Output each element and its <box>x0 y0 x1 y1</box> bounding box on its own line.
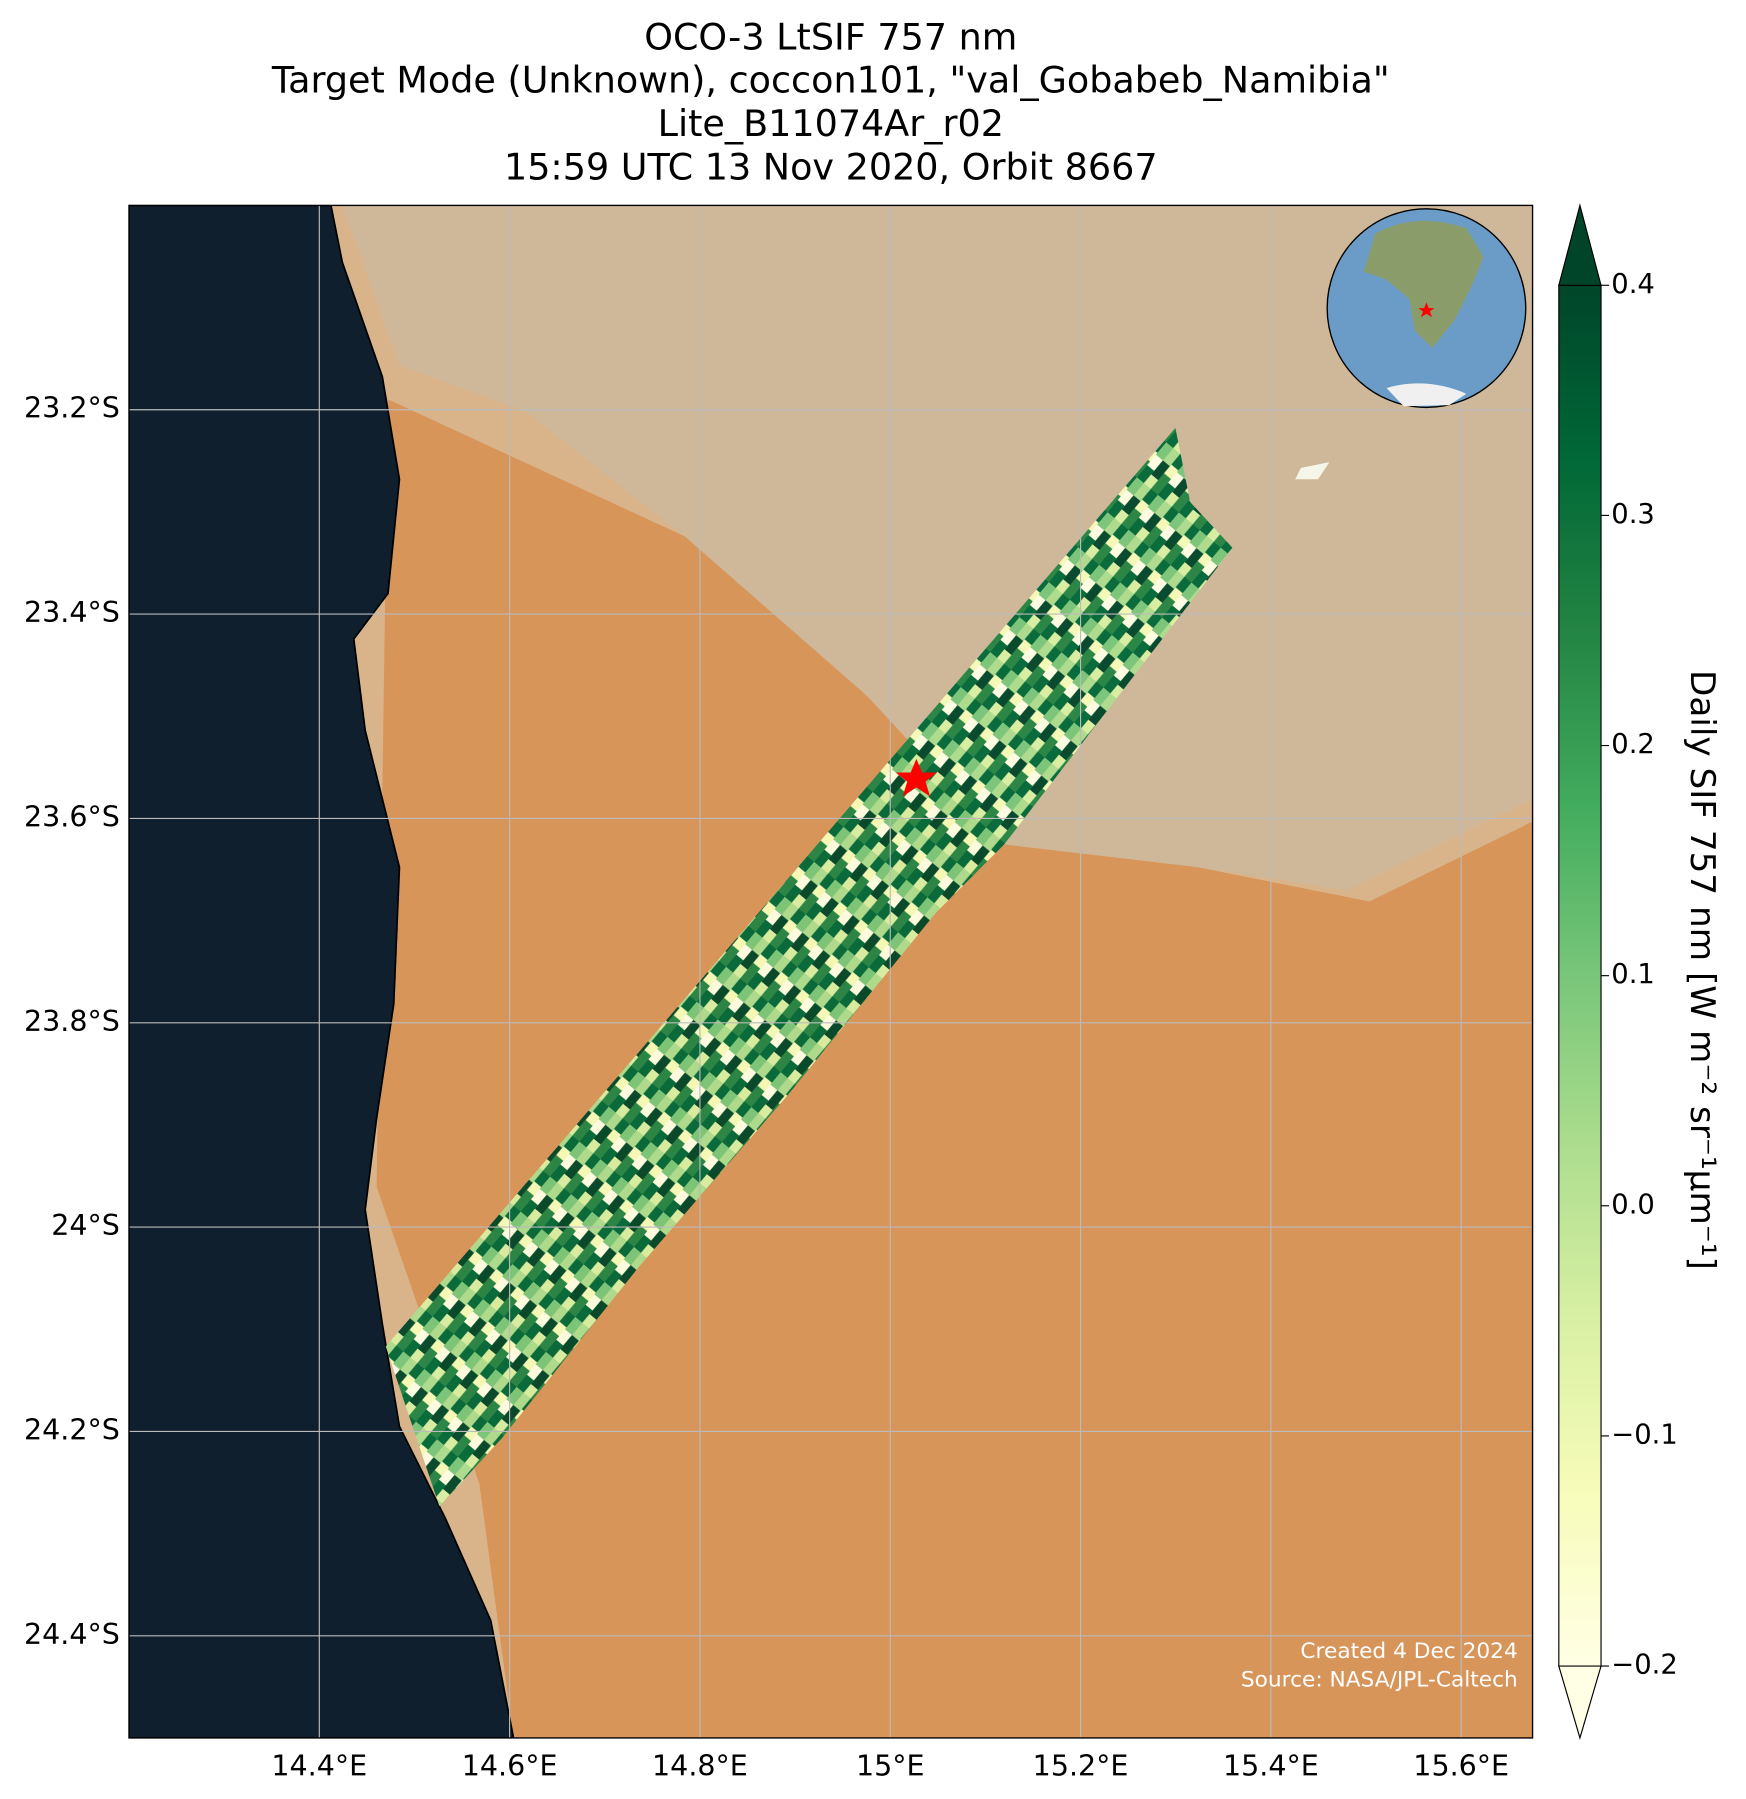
credit: Created 4 Dec 2024 <box>1300 1639 1517 1664</box>
globe-inset <box>1326 208 1527 409</box>
colorbar-tick-label: 0.2 <box>1611 729 1655 760</box>
colorbar-tick-label: −0.1 <box>1611 1419 1677 1450</box>
x-tick-label: 14.4°E <box>271 1750 367 1783</box>
x-tick-label: 15°E <box>856 1750 925 1783</box>
salt-pan <box>1295 462 1330 480</box>
sif-swath <box>385 427 1233 1507</box>
colorbar-label: Daily SIF 757 nm [W m⁻² sr⁻¹μm⁻¹] <box>1682 670 1722 1270</box>
y-tick-label: 23.4°S <box>24 596 120 629</box>
colorbar-tick-label: 0.3 <box>1611 499 1655 530</box>
title-line: Target Mode (Unknown), coccon101, "val_G… <box>271 59 1390 102</box>
colorbar-tick-label: 0.1 <box>1611 959 1655 990</box>
colorbar-tick-label: 0.4 <box>1611 269 1655 300</box>
y-tick-label: 24.4°S <box>24 1618 120 1651</box>
basemap <box>128 205 1533 1738</box>
y-tick-label: 24°S <box>51 1209 120 1242</box>
colorbar-tick-label: −0.2 <box>1611 1650 1677 1681</box>
colorbar-extend-min <box>1558 1665 1602 1740</box>
y-tick-label: 23.6°S <box>24 800 120 833</box>
y-tick-label: 24.2°S <box>24 1413 120 1446</box>
title-line: OCO-3 LtSIF 757 nm <box>644 15 1017 58</box>
globe-marker <box>1418 302 1435 318</box>
x-tick-label: 14.6°E <box>462 1750 558 1783</box>
site-marker <box>895 758 937 797</box>
y-tick-label: 23.8°S <box>24 1005 120 1038</box>
ocean <box>128 205 515 1738</box>
map-frame <box>128 204 1534 1739</box>
title-line: Lite_B11074Ar_r02 <box>658 102 1004 145</box>
y-tick-label: 23.2°S <box>24 392 120 425</box>
dune-sea <box>376 399 1533 1738</box>
x-tick-label: 15.4°E <box>1223 1750 1319 1783</box>
title-line: 15:59 UTC 13 Nov 2020, Orbit 8667 <box>504 145 1158 188</box>
gravel-plains <box>342 205 1533 891</box>
africa <box>1363 220 1484 349</box>
colorbar-extend-max <box>1558 203 1602 286</box>
x-tick-label: 15.6°E <box>1413 1750 1509 1783</box>
x-tick-label: 15.2°E <box>1033 1750 1129 1783</box>
grid <box>128 205 1533 1738</box>
colorbar-tick-label: 0.0 <box>1611 1189 1655 1220</box>
antarctica <box>1386 383 1467 407</box>
credit: Source: NASA/JPL-Caltech <box>1241 1668 1518 1693</box>
x-tick-label: 14.8°E <box>652 1750 748 1783</box>
colorbar <box>1558 284 1602 1667</box>
